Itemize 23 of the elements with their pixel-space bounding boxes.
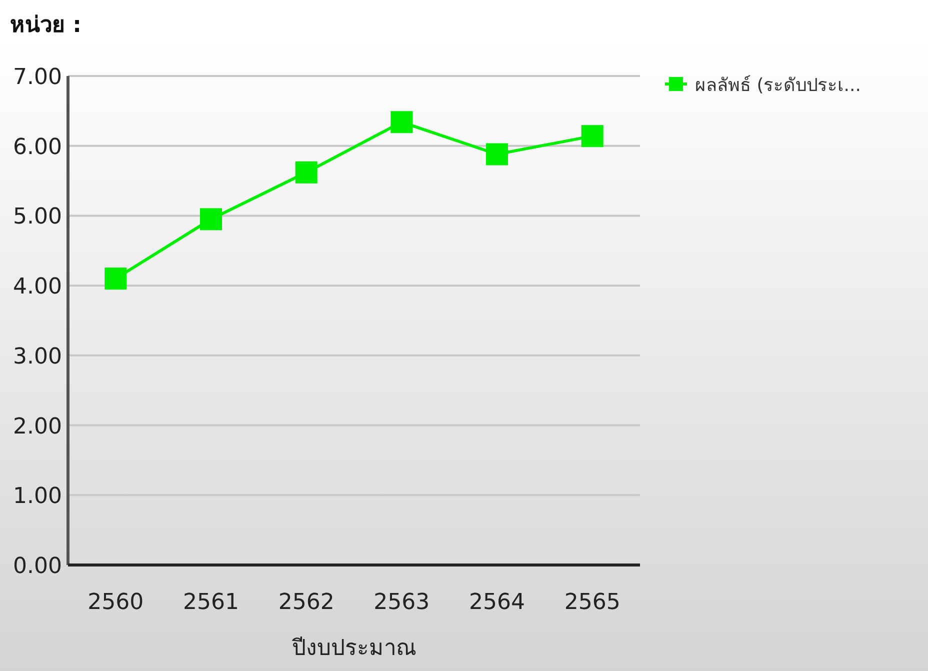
y-tick-label: 7.00 — [13, 65, 62, 90]
x-tick-label: 2565 — [564, 590, 620, 615]
y-tick-label: 3.00 — [13, 344, 62, 370]
legend-label: ผลลัพธ์ (ระดับประเ... — [695, 75, 861, 96]
y-tick-label: 4.00 — [13, 274, 62, 300]
x-tick-label: 2564 — [469, 590, 525, 615]
y-tick-label: 6.00 — [13, 134, 62, 160]
point — [581, 125, 604, 148]
x-tick-label: 2560 — [88, 590, 144, 615]
y-tick-label: 1.00 — [13, 484, 62, 510]
point — [390, 111, 413, 134]
point — [486, 143, 508, 166]
y-axis-title: หน่วย : — [10, 13, 82, 38]
y-tick-label: 5.00 — [13, 204, 62, 230]
point — [295, 161, 318, 184]
x-tick-label: 2561 — [183, 590, 239, 615]
x-tick-label: 2562 — [278, 590, 334, 615]
x-axis-title: ปีงบประมาณ — [291, 636, 416, 661]
y-tick-label: 0.00 — [13, 554, 62, 579]
point — [104, 268, 127, 290]
x-tick-label: 2563 — [374, 590, 430, 615]
point — [200, 208, 222, 230]
y-tick-label: 2.00 — [13, 414, 62, 440]
